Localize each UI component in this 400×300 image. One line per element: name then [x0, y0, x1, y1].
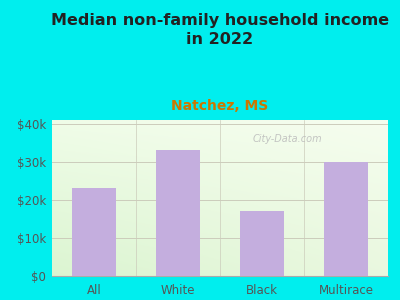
Text: City-Data.com: City-Data.com: [252, 134, 322, 144]
Bar: [156, 150, 200, 276]
Bar: [72, 188, 116, 276]
Text: Median non-family household income
in 2022: Median non-family household income in 20…: [51, 14, 389, 47]
Bar: [240, 211, 284, 276]
Bar: [324, 162, 368, 276]
Text: Natchez, MS: Natchez, MS: [171, 99, 269, 113]
